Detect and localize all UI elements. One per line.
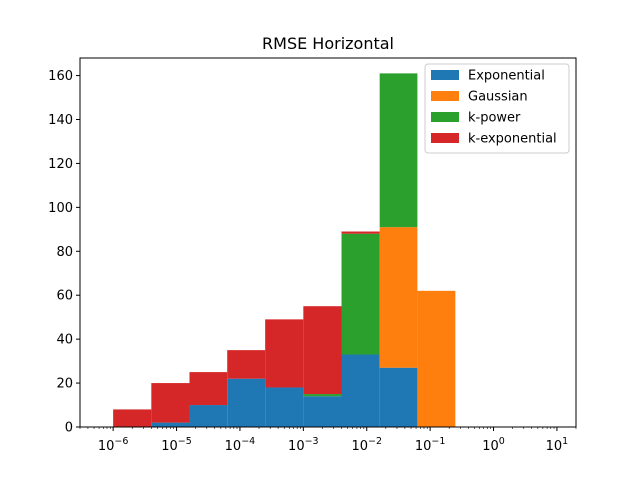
x-tick-label: 100 (482, 436, 505, 454)
bar (227, 350, 266, 379)
legend-swatch (431, 91, 459, 101)
legend-box (424, 63, 570, 154)
bar (189, 372, 228, 406)
y-axis: 0 20 40 60 80 100 120 140 160 (48, 69, 80, 436)
x-tick-label: 10−2 (351, 436, 382, 454)
bar (379, 367, 418, 427)
bar (417, 290, 456, 427)
bar (303, 306, 342, 395)
series-1 (379, 227, 456, 427)
legend-label: k-power (468, 111, 521, 126)
bar (265, 319, 304, 388)
y-tick-label: 160 (48, 69, 73, 84)
bars-layer (113, 73, 456, 427)
y-tick-label: 20 (56, 377, 73, 392)
bar (341, 231, 380, 234)
bar (113, 409, 152, 427)
legend: Exponential Gaussian k-power k-exponential (424, 63, 570, 154)
series-3 (113, 231, 380, 427)
x-tick-label: 10−1 (415, 436, 446, 454)
y-tick-label: 40 (56, 333, 73, 348)
y-tick-label: 0 (65, 421, 73, 436)
y-tick-label: 80 (56, 245, 73, 260)
legend-label: k-exponential (468, 132, 557, 147)
y-tick-label: 140 (48, 113, 73, 128)
series-2 (303, 73, 418, 397)
bar (303, 394, 342, 397)
bar (341, 233, 380, 355)
bar (379, 73, 418, 228)
legend-swatch (431, 133, 459, 143)
x-tick-label: 101 (546, 436, 569, 454)
x-tick-label: 10−3 (288, 436, 319, 454)
bar (265, 387, 304, 427)
bar (303, 396, 342, 427)
bar (341, 354, 380, 427)
bar (189, 405, 228, 427)
bar (151, 383, 190, 423)
legend-label: Exponential (468, 69, 545, 84)
bar (379, 227, 418, 368)
legend-label: Gaussian (468, 90, 528, 105)
x-tick-label: 10−6 (98, 436, 129, 454)
legend-swatch (431, 112, 459, 122)
legend-swatch (431, 70, 459, 80)
plot-frame (79, 57, 577, 428)
y-tick-label: 100 (48, 201, 73, 216)
x-axis: 10−6 10−5 10−4 10−3 10−2 10−1 100 101 (79, 427, 577, 454)
y-tick-label: 120 (48, 157, 73, 172)
x-tick-label: 10−5 (161, 436, 192, 454)
bar (227, 378, 266, 427)
chart-title: RMSE Horizontal (262, 34, 394, 53)
series-0 (151, 354, 418, 427)
bar (151, 422, 190, 427)
x-tick-label: 10−4 (225, 436, 256, 454)
y-tick-label: 60 (56, 289, 73, 304)
